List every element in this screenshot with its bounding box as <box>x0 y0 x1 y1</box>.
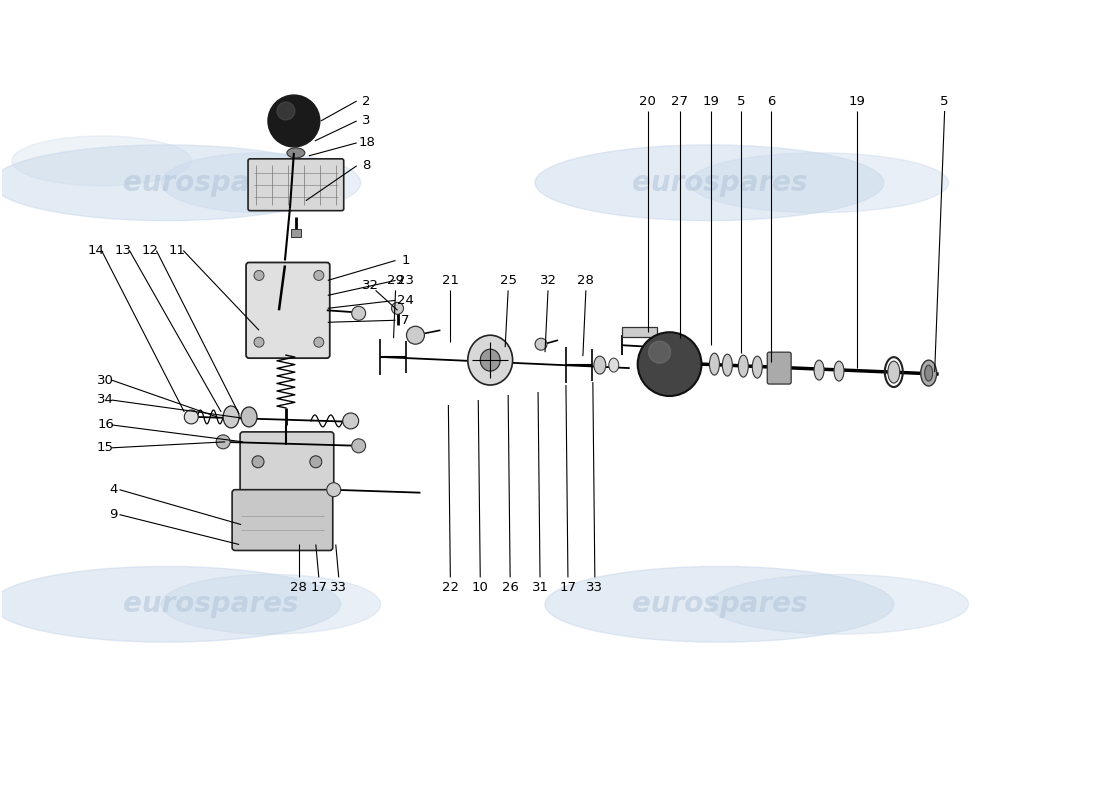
Text: 17: 17 <box>560 581 576 594</box>
Text: 9: 9 <box>109 508 118 521</box>
Text: 1: 1 <box>402 254 410 267</box>
Text: 4: 4 <box>109 483 118 496</box>
Text: 8: 8 <box>363 159 371 172</box>
Ellipse shape <box>814 360 824 380</box>
Text: 13: 13 <box>116 244 132 257</box>
Circle shape <box>352 306 365 320</box>
FancyBboxPatch shape <box>246 262 330 358</box>
Circle shape <box>327 482 341 497</box>
Text: 28: 28 <box>290 581 307 594</box>
Bar <box>290 229 301 237</box>
Ellipse shape <box>723 354 733 376</box>
Text: 28: 28 <box>578 274 594 287</box>
Circle shape <box>277 102 295 120</box>
Circle shape <box>407 326 425 344</box>
Ellipse shape <box>925 365 933 381</box>
Text: 30: 30 <box>97 374 114 386</box>
Circle shape <box>392 302 404 314</box>
Text: 33: 33 <box>586 581 603 594</box>
Ellipse shape <box>481 349 500 371</box>
Ellipse shape <box>223 406 239 428</box>
Text: eurospares: eurospares <box>631 590 807 618</box>
Text: 19: 19 <box>703 94 719 107</box>
Text: 16: 16 <box>97 418 114 431</box>
Text: eurospares: eurospares <box>631 169 807 197</box>
Ellipse shape <box>594 356 606 374</box>
Text: 26: 26 <box>502 581 518 594</box>
Text: 7: 7 <box>402 314 410 326</box>
Ellipse shape <box>162 153 361 213</box>
Ellipse shape <box>921 360 937 386</box>
Ellipse shape <box>162 574 381 634</box>
Text: 6: 6 <box>767 94 775 107</box>
Ellipse shape <box>241 407 257 427</box>
Text: 22: 22 <box>442 581 459 594</box>
Text: 17: 17 <box>310 581 328 594</box>
Circle shape <box>268 95 320 147</box>
Circle shape <box>638 332 702 396</box>
Text: 32: 32 <box>539 274 557 287</box>
Circle shape <box>252 456 264 468</box>
Ellipse shape <box>0 145 341 221</box>
Ellipse shape <box>287 148 305 158</box>
Text: 5: 5 <box>737 94 746 107</box>
Text: 11: 11 <box>168 244 186 257</box>
Circle shape <box>217 435 230 449</box>
Circle shape <box>254 338 264 347</box>
Text: 18: 18 <box>359 136 375 150</box>
Text: 25: 25 <box>499 274 517 287</box>
Text: 34: 34 <box>97 394 114 406</box>
Ellipse shape <box>752 356 762 378</box>
Ellipse shape <box>12 136 191 186</box>
Text: 21: 21 <box>442 274 459 287</box>
Text: 19: 19 <box>848 94 866 107</box>
Ellipse shape <box>608 358 619 372</box>
Text: 10: 10 <box>472 581 488 594</box>
Ellipse shape <box>738 355 748 377</box>
Ellipse shape <box>468 335 513 385</box>
Text: 5: 5 <box>940 94 949 107</box>
Text: 23: 23 <box>397 274 414 287</box>
Ellipse shape <box>710 353 719 375</box>
Text: 20: 20 <box>639 94 656 107</box>
Circle shape <box>535 338 547 350</box>
Circle shape <box>310 456 322 468</box>
Ellipse shape <box>535 145 883 221</box>
Ellipse shape <box>888 361 900 383</box>
Circle shape <box>352 439 365 453</box>
Circle shape <box>343 413 359 429</box>
FancyBboxPatch shape <box>240 432 333 493</box>
Text: 2: 2 <box>362 94 371 107</box>
Text: 12: 12 <box>142 244 158 257</box>
Circle shape <box>185 410 198 424</box>
Text: 14: 14 <box>87 244 104 257</box>
Text: 33: 33 <box>330 581 348 594</box>
Text: 15: 15 <box>97 442 114 454</box>
FancyBboxPatch shape <box>249 159 343 210</box>
Text: 31: 31 <box>531 581 549 594</box>
Text: eurospares: eurospares <box>123 590 299 618</box>
Circle shape <box>314 270 323 281</box>
Text: 27: 27 <box>671 94 688 107</box>
Bar <box>621 327 657 338</box>
Circle shape <box>649 342 671 363</box>
Circle shape <box>314 338 323 347</box>
Text: 29: 29 <box>387 274 404 287</box>
Ellipse shape <box>710 574 968 634</box>
Text: 3: 3 <box>362 114 371 127</box>
Ellipse shape <box>0 566 341 642</box>
Text: 24: 24 <box>397 294 414 307</box>
Ellipse shape <box>544 566 894 642</box>
Circle shape <box>254 270 264 281</box>
Text: 32: 32 <box>362 279 380 292</box>
Ellipse shape <box>690 153 948 213</box>
FancyBboxPatch shape <box>767 352 791 384</box>
Ellipse shape <box>834 361 844 381</box>
Text: eurospares: eurospares <box>123 169 299 197</box>
FancyBboxPatch shape <box>232 490 333 550</box>
